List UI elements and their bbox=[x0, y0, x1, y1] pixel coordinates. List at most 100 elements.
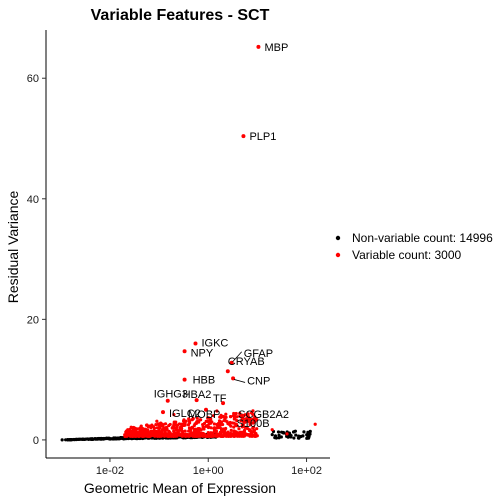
point-variable bbox=[226, 430, 230, 434]
point-non-variable bbox=[100, 437, 104, 441]
point-variable bbox=[163, 429, 167, 434]
point-non-variable bbox=[65, 438, 70, 442]
point-variable bbox=[146, 425, 150, 429]
point-variable bbox=[255, 427, 259, 431]
point-variable bbox=[187, 417, 191, 421]
point-variable bbox=[229, 414, 233, 419]
point-variable bbox=[242, 419, 247, 423]
point-non-variable bbox=[76, 437, 80, 441]
point-variable bbox=[163, 434, 167, 438]
point-variable bbox=[132, 425, 136, 430]
point-variable bbox=[229, 428, 233, 432]
point-variable bbox=[185, 434, 189, 438]
point-variable bbox=[212, 422, 216, 426]
point-variable bbox=[211, 431, 215, 436]
point-variable bbox=[211, 414, 216, 418]
point-variable bbox=[245, 418, 249, 422]
point-variable bbox=[206, 425, 211, 430]
point-variable bbox=[204, 424, 208, 429]
point-variable bbox=[240, 423, 244, 427]
point-variable bbox=[163, 422, 168, 426]
point-variable bbox=[179, 433, 183, 437]
point-non-variable bbox=[297, 434, 301, 438]
y-tick-label: 60 bbox=[27, 73, 39, 85]
point-variable bbox=[180, 422, 184, 426]
point-variable bbox=[160, 429, 164, 433]
point-variable bbox=[209, 434, 213, 438]
point-variable bbox=[205, 419, 210, 423]
point-non-variable bbox=[302, 430, 306, 434]
point-variable bbox=[202, 427, 206, 431]
point-variable bbox=[163, 426, 167, 430]
labeled-point bbox=[182, 377, 187, 382]
gene-label: SCGB2A2 bbox=[238, 409, 289, 421]
legend: Non-variable count: 14996 Variable count:… bbox=[335, 231, 493, 262]
labeled-point bbox=[203, 407, 208, 412]
chart-title: Variable Features - SCT bbox=[91, 7, 270, 24]
point-non-variable bbox=[60, 438, 64, 442]
gene-label: HBB bbox=[193, 375, 216, 387]
point-non-variable bbox=[81, 437, 85, 441]
point-variable bbox=[249, 433, 254, 437]
labeled-point bbox=[160, 410, 165, 415]
point-variable bbox=[192, 430, 196, 435]
y-tick-label: 0 bbox=[33, 435, 39, 447]
point-variable bbox=[150, 423, 154, 427]
labeled-point bbox=[194, 398, 199, 403]
gene-label: GFAP bbox=[244, 348, 273, 360]
point-variable bbox=[206, 430, 210, 435]
point-variable bbox=[201, 434, 205, 438]
gene-label: MOBP bbox=[188, 409, 220, 421]
point-variable bbox=[195, 416, 199, 420]
labeled-point bbox=[182, 349, 187, 354]
point-non-variable bbox=[106, 437, 111, 441]
point-variable bbox=[237, 427, 241, 431]
axes: 0 20 40 60 1e-02 1e+00 1e+02 bbox=[27, 30, 330, 477]
point-variable bbox=[160, 431, 164, 435]
point-variable bbox=[213, 427, 217, 431]
gene-label: CNP bbox=[247, 375, 270, 387]
point-variable bbox=[223, 429, 227, 433]
point-variable bbox=[219, 434, 224, 438]
point-variable bbox=[190, 418, 194, 422]
point-variable bbox=[180, 424, 184, 429]
point-variable bbox=[123, 434, 127, 438]
point-variable bbox=[197, 430, 201, 434]
point-variable bbox=[253, 419, 257, 423]
point-variable bbox=[189, 433, 193, 438]
point-variable bbox=[204, 434, 208, 438]
point-variable bbox=[155, 419, 159, 423]
point-variable bbox=[207, 422, 211, 426]
point-variable bbox=[224, 412, 228, 416]
point-variable bbox=[217, 419, 222, 423]
point-variable bbox=[232, 417, 236, 421]
point-non-variable bbox=[277, 436, 281, 440]
point-variable bbox=[168, 433, 173, 437]
point-variable bbox=[154, 423, 158, 427]
point-variable bbox=[131, 428, 135, 432]
point-variable bbox=[129, 425, 133, 429]
point-variable bbox=[172, 412, 176, 417]
gene-label: IGLC2 bbox=[169, 408, 201, 420]
gene-label: S100B bbox=[237, 418, 270, 430]
point-variable bbox=[249, 417, 253, 422]
point-variable bbox=[173, 434, 178, 438]
point-variable bbox=[189, 428, 193, 432]
legend-label: Non-variable count: 14996 bbox=[352, 231, 493, 245]
point-variable bbox=[145, 433, 149, 437]
labeled-point bbox=[165, 398, 170, 403]
point-variable bbox=[138, 432, 142, 436]
point-variable bbox=[232, 430, 236, 434]
x-tick-label: 1e-02 bbox=[96, 465, 124, 477]
point-variable bbox=[183, 423, 187, 427]
point-non-variable bbox=[306, 434, 310, 439]
gene-label: IGHG3 bbox=[154, 389, 188, 401]
gene-label: IGKC bbox=[201, 337, 228, 349]
labeled-point bbox=[193, 341, 198, 346]
gene-label: NPY bbox=[191, 347, 214, 359]
gene-label: TF bbox=[213, 393, 227, 405]
point-variable bbox=[170, 425, 175, 430]
point-non-variable bbox=[273, 436, 277, 440]
point-variable bbox=[252, 429, 256, 433]
